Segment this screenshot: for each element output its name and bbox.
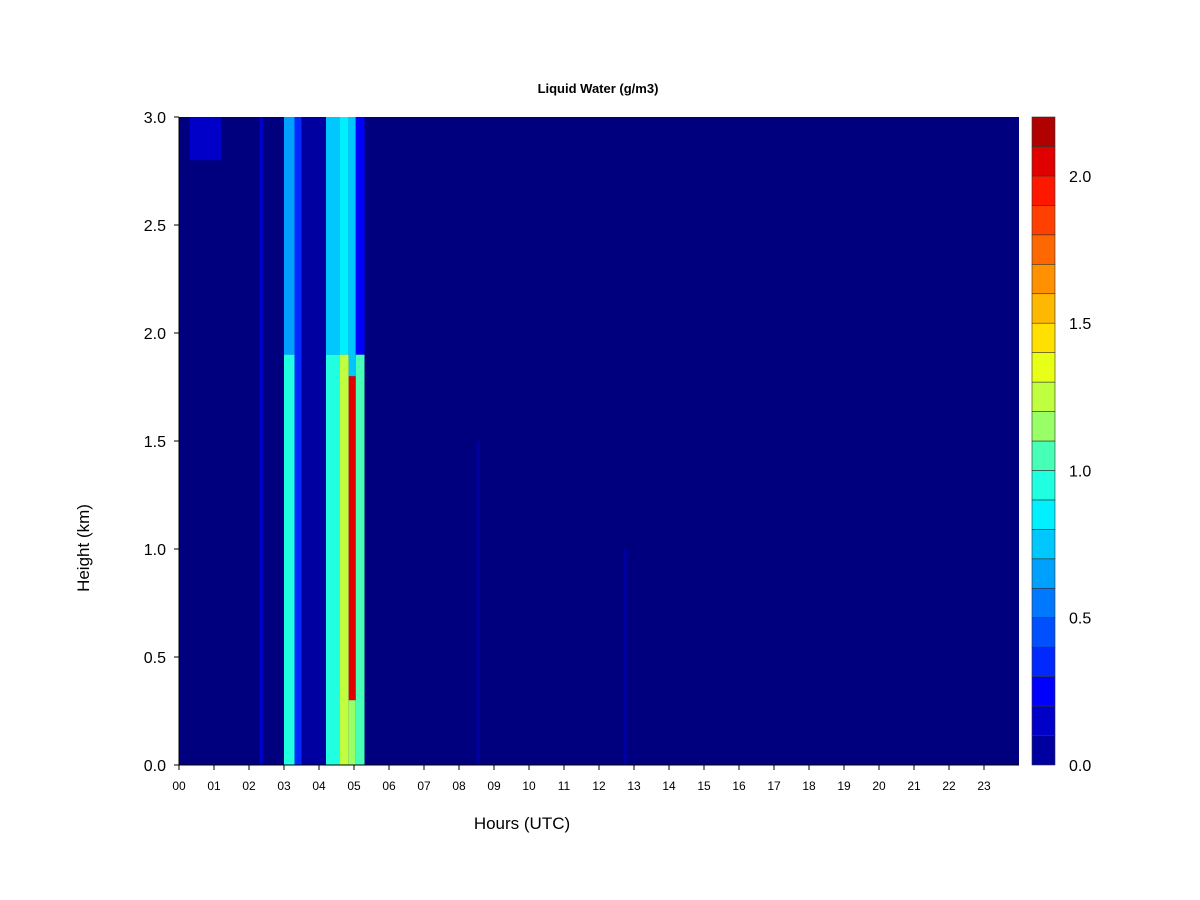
colorbar-segment	[1031, 470, 1056, 501]
colorbar-segment	[1031, 293, 1056, 324]
colorbar-segment	[1031, 175, 1056, 206]
x-tick-label: 19	[837, 779, 851, 793]
colorbar: 0.0 0.5 1.0 1.5 2.0	[1031, 116, 1091, 775]
x-tick-label: 18	[802, 779, 816, 793]
colorbar-segment	[1031, 705, 1056, 736]
heat-cell	[355, 354, 365, 765]
x-axis-label: Hours (UTC)	[474, 814, 570, 833]
colorbar-segment	[1031, 499, 1056, 530]
x-tick-label: 05	[347, 779, 361, 793]
x-tick-label: 09	[487, 779, 501, 793]
chart-title: Liquid Water (g/m3)	[538, 81, 659, 96]
colorbar-segment	[1031, 440, 1056, 471]
x-tick-label: 03	[277, 779, 291, 793]
x-tick-label: 02	[242, 779, 256, 793]
colorbar-segment	[1031, 205, 1056, 236]
y-tick-label: 1.0	[144, 542, 166, 559]
colorbar-tick-label: 2.0	[1069, 169, 1091, 186]
heat-cell	[284, 117, 295, 355]
colorbar-tick-label: 0.0	[1069, 758, 1091, 775]
heat-cell	[259, 117, 263, 765]
heat-cell	[348, 376, 356, 701]
colorbar-segment	[1031, 381, 1056, 412]
colorbar-segment	[1031, 263, 1056, 295]
colorbar-segment	[1031, 234, 1056, 265]
colorbar-segment	[1031, 617, 1056, 648]
colorbar-segment	[1031, 411, 1056, 442]
x-tick-label: 20	[872, 779, 886, 793]
x-tick-label: 17	[767, 779, 781, 793]
y-axis: 0.0 0.5 1.0 1.5 2.0 2.5 3.0	[144, 110, 180, 775]
heatmap-cells	[189, 117, 627, 765]
y-tick-label: 2.5	[144, 218, 166, 235]
colorbar-segment	[1031, 646, 1056, 677]
x-tick-label: 08	[452, 779, 466, 793]
heat-cell	[340, 354, 349, 765]
x-tick-label: 06	[382, 779, 396, 793]
heat-cell	[326, 354, 340, 765]
x-tick-label: 01	[207, 779, 221, 793]
heat-cell	[294, 117, 302, 765]
x-tick-label: 13	[627, 779, 641, 793]
heat-cell	[340, 117, 349, 355]
colorbar-tick-label: 1.5	[1069, 316, 1091, 333]
colorbar-segment	[1031, 676, 1056, 707]
colorbar-segment	[1031, 322, 1056, 353]
x-tick-label: 11	[558, 779, 571, 793]
heat-cell	[189, 117, 221, 161]
x-tick-label: 00	[172, 779, 186, 793]
heat-cell	[348, 117, 356, 377]
y-tick-label: 1.5	[144, 434, 166, 451]
y-tick-label: 2.0	[144, 326, 166, 343]
colorbar-segment	[1031, 146, 1056, 177]
heat-cell	[301, 117, 326, 765]
x-tick-label: 21	[907, 779, 921, 793]
y-tick-label: 0.5	[144, 650, 166, 667]
x-tick-label: 23	[977, 779, 991, 793]
colorbar-segment	[1031, 735, 1056, 766]
heat-cell	[355, 117, 365, 355]
heat-cell	[326, 117, 340, 355]
y-tick-label: 0.0	[144, 758, 166, 775]
colorbar-segment	[1031, 116, 1056, 147]
x-axis: 00 01 02 03 04 05 06 07 08 09 10 11 12 13 14 15 16 17 18 19…	[172, 764, 1019, 793]
colorbar-segment	[1031, 352, 1056, 383]
x-tick-label: 22	[942, 779, 956, 793]
heat-cell	[348, 700, 356, 765]
colorbar-segment	[1031, 587, 1056, 619]
colorbar-segment	[1031, 558, 1056, 589]
colorbar-tick-label: 1.0	[1069, 463, 1091, 480]
heat-cell	[623, 549, 627, 765]
x-tick-label: 04	[312, 779, 326, 793]
y-tick-label: 3.0	[144, 110, 166, 127]
x-tick-label: 14	[662, 779, 676, 793]
x-tick-label: 07	[417, 779, 431, 793]
heat-cell	[476, 441, 480, 765]
x-tick-label: 15	[697, 779, 711, 793]
x-tick-label: 16	[732, 779, 746, 793]
heat-cell	[284, 354, 295, 765]
x-tick-label: 10	[522, 779, 536, 793]
colorbar-segment	[1031, 529, 1056, 560]
y-axis-label: Height (km)	[74, 504, 93, 592]
x-tick-label: 12	[592, 779, 606, 793]
colorbar-tick-label: 0.5	[1069, 611, 1091, 628]
